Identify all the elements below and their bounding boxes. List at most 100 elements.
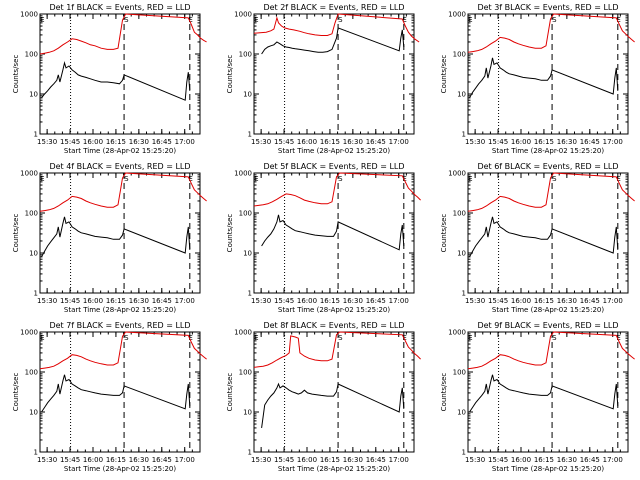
y-tick-label: 100 bbox=[25, 51, 38, 59]
x-tick-label: 15:30 bbox=[37, 297, 57, 305]
x-tick-label: 15:30 bbox=[251, 138, 271, 146]
y-axis-label: Counts/sec bbox=[12, 373, 20, 412]
y-tick-label: 1 bbox=[462, 131, 466, 139]
plot-frame bbox=[253, 172, 415, 294]
x-tick-label: 16:45 bbox=[580, 297, 600, 305]
x-tick-label: 16:00 bbox=[297, 297, 317, 305]
lld-series-line bbox=[467, 331, 635, 370]
marker-symbol: E bbox=[402, 175, 406, 183]
marker-symbol: S bbox=[338, 16, 343, 24]
x-axis-label: Start Time (28-Apr-02 15:25:20) bbox=[278, 147, 390, 155]
marker-symbol: E bbox=[40, 16, 44, 24]
panel-title: Det 2f BLACK = Events, RED = LLD bbox=[263, 3, 404, 12]
plot-frame bbox=[467, 13, 629, 135]
x-tick-label: 16:00 bbox=[511, 297, 531, 305]
events-series-line bbox=[469, 216, 619, 258]
x-tick-label: 17:00 bbox=[175, 456, 195, 464]
x-axis-label: Start Time (28-Apr-02 15:25:20) bbox=[492, 465, 604, 473]
y-tick-label: 1 bbox=[34, 290, 38, 298]
panel-title: Det 6f BLACK = Events, RED = LLD bbox=[477, 162, 618, 171]
y-axis-label: Counts/sec bbox=[12, 55, 20, 94]
marker-symbol: S bbox=[124, 16, 129, 24]
y-tick-label: 10 bbox=[29, 409, 38, 417]
x-tick-label: 17:00 bbox=[603, 297, 623, 305]
x-tick-label: 16:45 bbox=[152, 456, 172, 464]
y-tick-label: 1000 bbox=[234, 170, 252, 178]
x-tick-label: 16:00 bbox=[297, 456, 317, 464]
x-tick-label: 15:30 bbox=[251, 297, 271, 305]
x-tick-label: 15:30 bbox=[465, 138, 485, 146]
y-tick-label: 1000 bbox=[234, 11, 252, 19]
y-axis-label: Counts/sec bbox=[226, 373, 234, 412]
y-axis-label: Counts/sec bbox=[440, 214, 448, 253]
x-axis-label: Start Time (28-Apr-02 15:25:20) bbox=[492, 306, 604, 314]
x-tick-label: 16:30 bbox=[343, 456, 363, 464]
detector-panel: Det 8f BLACK = Events, RED = LLD 1 10 100 10… bbox=[226, 321, 421, 473]
lld-series-line bbox=[253, 331, 421, 368]
x-tick-label: 16:45 bbox=[152, 138, 172, 146]
y-tick-label: 1 bbox=[248, 131, 252, 139]
panel-title: Det 5f BLACK = Events, RED = LLD bbox=[263, 162, 404, 171]
x-tick-label: 16:00 bbox=[83, 456, 103, 464]
marker-symbol: S bbox=[124, 175, 129, 183]
events-series-line bbox=[261, 214, 405, 251]
plot-frame bbox=[467, 331, 629, 453]
x-tick-label: 16:45 bbox=[366, 297, 386, 305]
detector-panel: Det 1f BLACK = Events, RED = LLD 1 10 100 10… bbox=[12, 3, 207, 155]
x-axis-label: Start Time (28-Apr-02 15:25:20) bbox=[492, 147, 604, 155]
x-tick-label: 17:00 bbox=[175, 297, 195, 305]
detector-panel: Det 4f BLACK = Events, RED = LLD 1 10 100 10… bbox=[12, 162, 207, 314]
events-series-line bbox=[261, 382, 405, 428]
marker-symbol: E bbox=[40, 175, 44, 183]
x-tick-label: 16:15 bbox=[320, 456, 340, 464]
events-series-line bbox=[41, 374, 191, 413]
y-tick-label: 100 bbox=[453, 210, 466, 218]
y-tick-label: 10 bbox=[243, 91, 252, 99]
marker-symbol: E bbox=[616, 16, 620, 24]
marker-symbol: S bbox=[552, 175, 557, 183]
x-axis-label: Start Time (28-Apr-02 15:25:20) bbox=[278, 465, 390, 473]
lld-series-line bbox=[39, 172, 207, 212]
x-tick-label: 16:15 bbox=[106, 297, 126, 305]
marker-symbol: E bbox=[254, 334, 258, 342]
x-tick-label: 16:45 bbox=[366, 456, 386, 464]
marker-symbol: S bbox=[338, 334, 343, 342]
marker-symbol: S bbox=[338, 175, 343, 183]
marker-symbol: E bbox=[188, 175, 192, 183]
x-tick-label: 16:15 bbox=[106, 138, 126, 146]
lld-series-line bbox=[253, 13, 420, 43]
x-tick-label: 16:30 bbox=[129, 456, 149, 464]
marker-symbol: S bbox=[552, 16, 557, 24]
x-tick-label: 16:30 bbox=[129, 138, 149, 146]
lld-series-line bbox=[467, 172, 635, 212]
panel-title: Det 8f BLACK = Events, RED = LLD bbox=[263, 321, 404, 330]
marker-symbol: S bbox=[552, 334, 557, 342]
x-tick-label: 15:45 bbox=[488, 297, 508, 305]
marker-symbol: E bbox=[468, 16, 472, 24]
plot-frame bbox=[39, 13, 201, 135]
x-axis-label: Start Time (28-Apr-02 15:25:20) bbox=[278, 306, 390, 314]
y-tick-label: 100 bbox=[239, 210, 252, 218]
y-axis-label: Counts/sec bbox=[226, 214, 234, 253]
lld-series-line bbox=[467, 13, 635, 53]
y-tick-label: 1000 bbox=[448, 329, 466, 337]
y-tick-label: 10 bbox=[29, 91, 38, 99]
plot-frame bbox=[253, 331, 415, 453]
y-tick-label: 100 bbox=[25, 210, 38, 218]
x-tick-label: 15:45 bbox=[60, 138, 80, 146]
events-series-line bbox=[41, 216, 191, 258]
y-tick-label: 10 bbox=[243, 409, 252, 417]
y-tick-label: 1 bbox=[462, 290, 466, 298]
x-tick-label: 17:00 bbox=[175, 138, 195, 146]
x-axis-label: Start Time (28-Apr-02 15:25:20) bbox=[64, 306, 176, 314]
x-tick-label: 16:15 bbox=[534, 138, 554, 146]
detector-panel: Det 9f BLACK = Events, RED = LLD 1 10 100 10… bbox=[440, 321, 635, 473]
y-axis-label: Counts/sec bbox=[440, 55, 448, 94]
marker-symbol: E bbox=[254, 175, 258, 183]
marker-symbol: S bbox=[124, 334, 129, 342]
x-tick-label: 16:30 bbox=[557, 138, 577, 146]
x-tick-label: 15:30 bbox=[465, 456, 485, 464]
lld-series-line bbox=[253, 172, 421, 207]
plot-frame bbox=[39, 331, 201, 453]
plot-frame bbox=[39, 172, 201, 294]
